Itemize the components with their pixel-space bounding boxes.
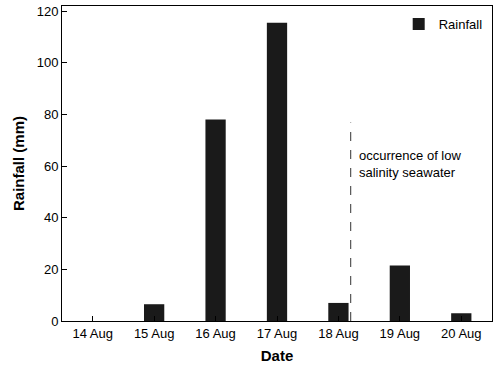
svg-text:14 Aug: 14 Aug [72,326,113,341]
svg-text:17 Aug: 17 Aug [257,326,298,341]
svg-text:18 Aug: 18 Aug [318,326,359,341]
svg-text:120: 120 [37,4,59,19]
svg-text:20 Aug: 20 Aug [441,326,482,341]
svg-text:60: 60 [44,159,58,174]
svg-text:19 Aug: 19 Aug [380,326,421,341]
svg-text:20: 20 [44,262,58,277]
svg-text:40: 40 [44,210,58,225]
svg-text:16 Aug: 16 Aug [195,326,236,341]
svg-text:Rainfall (mm): Rainfall (mm) [10,116,27,211]
svg-text:Date: Date [261,347,294,364]
svg-text:0: 0 [51,314,58,329]
svg-text:occurrence of lowsalinity seaw: occurrence of lowsalinity seawater [359,148,461,180]
svg-text:15 Aug: 15 Aug [134,326,175,341]
svg-text:100: 100 [37,55,59,70]
svg-text:Rainfall: Rainfall [439,17,482,32]
svg-text:80: 80 [44,107,58,122]
